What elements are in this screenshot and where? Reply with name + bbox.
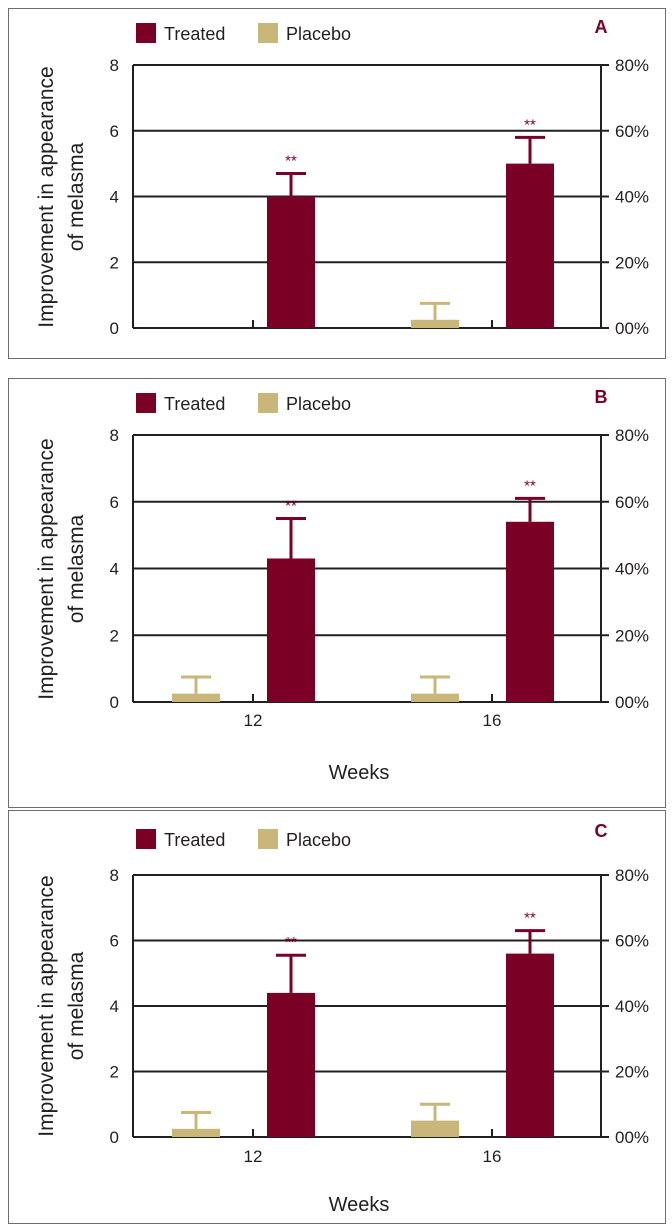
significance-marker: ** <box>285 497 297 514</box>
y2-tick-label: 60% <box>615 493 649 512</box>
legend-swatch-treated <box>136 829 156 849</box>
y-tick-label: 4 <box>110 997 119 1016</box>
legend-swatch-placebo <box>258 23 278 43</box>
placebo-bar <box>172 693 220 702</box>
y2-tick-label: 00% <box>615 319 649 338</box>
chart-panel-c: 0 00% 2 20% 4 40% 6 60% 8 80% ** 12 ** 16 Weeks Improve… <box>8 810 666 1224</box>
significance-marker: ** <box>524 116 536 133</box>
x-axis-label: Weeks <box>329 1194 390 1216</box>
chart-panel-a: 0 00% 2 20% 4 40% 6 60% 8 80% ** ** Improvement in a… <box>8 8 666 359</box>
y-axis-label: Improvement in appearance <box>35 875 58 1137</box>
panel-label: B <box>595 387 608 407</box>
y-axis-label: Improvement in appearance <box>35 66 58 328</box>
y-axis-label-group: Improvement in appearance of melasma <box>35 66 88 328</box>
x-axis-label: Weeks <box>329 762 390 784</box>
y-tick-label: 6 <box>110 493 119 512</box>
x-tick-label: 12 <box>244 711 263 730</box>
y-axis-label: of melasma <box>65 142 88 251</box>
x-tick-label: 16 <box>483 711 502 730</box>
x-tick-label: 12 <box>244 1147 263 1166</box>
y-tick-label: 8 <box>110 866 119 885</box>
y-axis-label-group: Improvement in appearance of melasma <box>35 438 88 700</box>
placebo-bar <box>411 319 459 328</box>
y-axis-label: Improvement in appearance <box>35 438 58 700</box>
y-tick-label: 0 <box>110 1128 119 1147</box>
treated-bar <box>267 196 315 328</box>
chart-svg-a: 0 00% 2 20% 4 40% 6 60% 8 80% ** ** Improvement in a… <box>35 17 649 338</box>
y2-tick-label: 80% <box>615 426 649 445</box>
x-tick-label: 16 <box>483 1147 502 1166</box>
legend-swatch-treated <box>136 23 156 43</box>
treated-bar <box>267 558 315 702</box>
y-axis-label: of melasma <box>65 951 88 1060</box>
legend-label-placebo: Placebo <box>286 24 351 44</box>
y-axis-label: of melasma <box>65 514 88 623</box>
placebo-bar <box>172 1128 220 1137</box>
treated-bar <box>506 521 554 702</box>
placebo-bar <box>411 1120 459 1137</box>
legend-label-treated: Treated <box>164 830 225 850</box>
legend-swatch-placebo <box>258 393 278 413</box>
legend-label-placebo: Placebo <box>286 830 351 850</box>
y-tick-label: 8 <box>110 56 119 75</box>
legend-swatch-treated <box>136 393 156 413</box>
y-tick-label: 2 <box>110 1063 119 1082</box>
y2-tick-label: 00% <box>615 1128 649 1147</box>
y2-tick-label: 00% <box>615 693 649 712</box>
legend-label-placebo: Placebo <box>286 394 351 414</box>
significance-marker: ** <box>285 934 297 951</box>
significance-marker: ** <box>285 152 297 169</box>
significance-marker: ** <box>524 477 536 494</box>
y-tick-label: 0 <box>110 693 119 712</box>
y2-tick-label: 20% <box>615 1063 649 1082</box>
chart-panel-b: 0 00% 2 20% 4 40% 6 60% 8 80% ** 12 ** 16 Weeks Improve… <box>8 378 666 808</box>
y2-tick-label: 20% <box>615 253 649 272</box>
panel-label: A <box>595 17 608 37</box>
y-tick-label: 2 <box>110 253 119 272</box>
y2-tick-label: 60% <box>615 932 649 951</box>
chart-svg-c: 0 00% 2 20% 4 40% 6 60% 8 80% ** 12 ** 16 Weeks Improve… <box>35 821 649 1216</box>
y-tick-label: 4 <box>110 188 119 207</box>
treated-bar <box>506 953 554 1137</box>
chart-svg-b: 0 00% 2 20% 4 40% 6 60% 8 80% ** 12 ** 16 Weeks Improve… <box>35 387 649 784</box>
y2-tick-label: 40% <box>615 560 649 579</box>
y-tick-label: 8 <box>110 426 119 445</box>
y-tick-label: 6 <box>110 932 119 951</box>
y2-tick-label: 40% <box>615 188 649 207</box>
y-tick-label: 6 <box>110 122 119 141</box>
significance-marker: ** <box>524 910 536 927</box>
y-tick-label: 0 <box>110 319 119 338</box>
panel-label: C <box>595 821 608 841</box>
y-axis-label-group: Improvement in appearance of melasma <box>35 875 88 1137</box>
treated-bar <box>506 163 554 328</box>
y2-tick-label: 80% <box>615 56 649 75</box>
legend-label-treated: Treated <box>164 24 225 44</box>
y2-tick-label: 60% <box>615 122 649 141</box>
y2-tick-label: 20% <box>615 626 649 645</box>
placebo-bar <box>411 693 459 702</box>
y2-tick-label: 40% <box>615 997 649 1016</box>
y2-tick-label: 80% <box>615 866 649 885</box>
legend-label-treated: Treated <box>164 394 225 414</box>
y-tick-label: 2 <box>110 626 119 645</box>
legend-swatch-placebo <box>258 829 278 849</box>
treated-bar <box>267 992 315 1137</box>
y-tick-label: 4 <box>110 560 119 579</box>
